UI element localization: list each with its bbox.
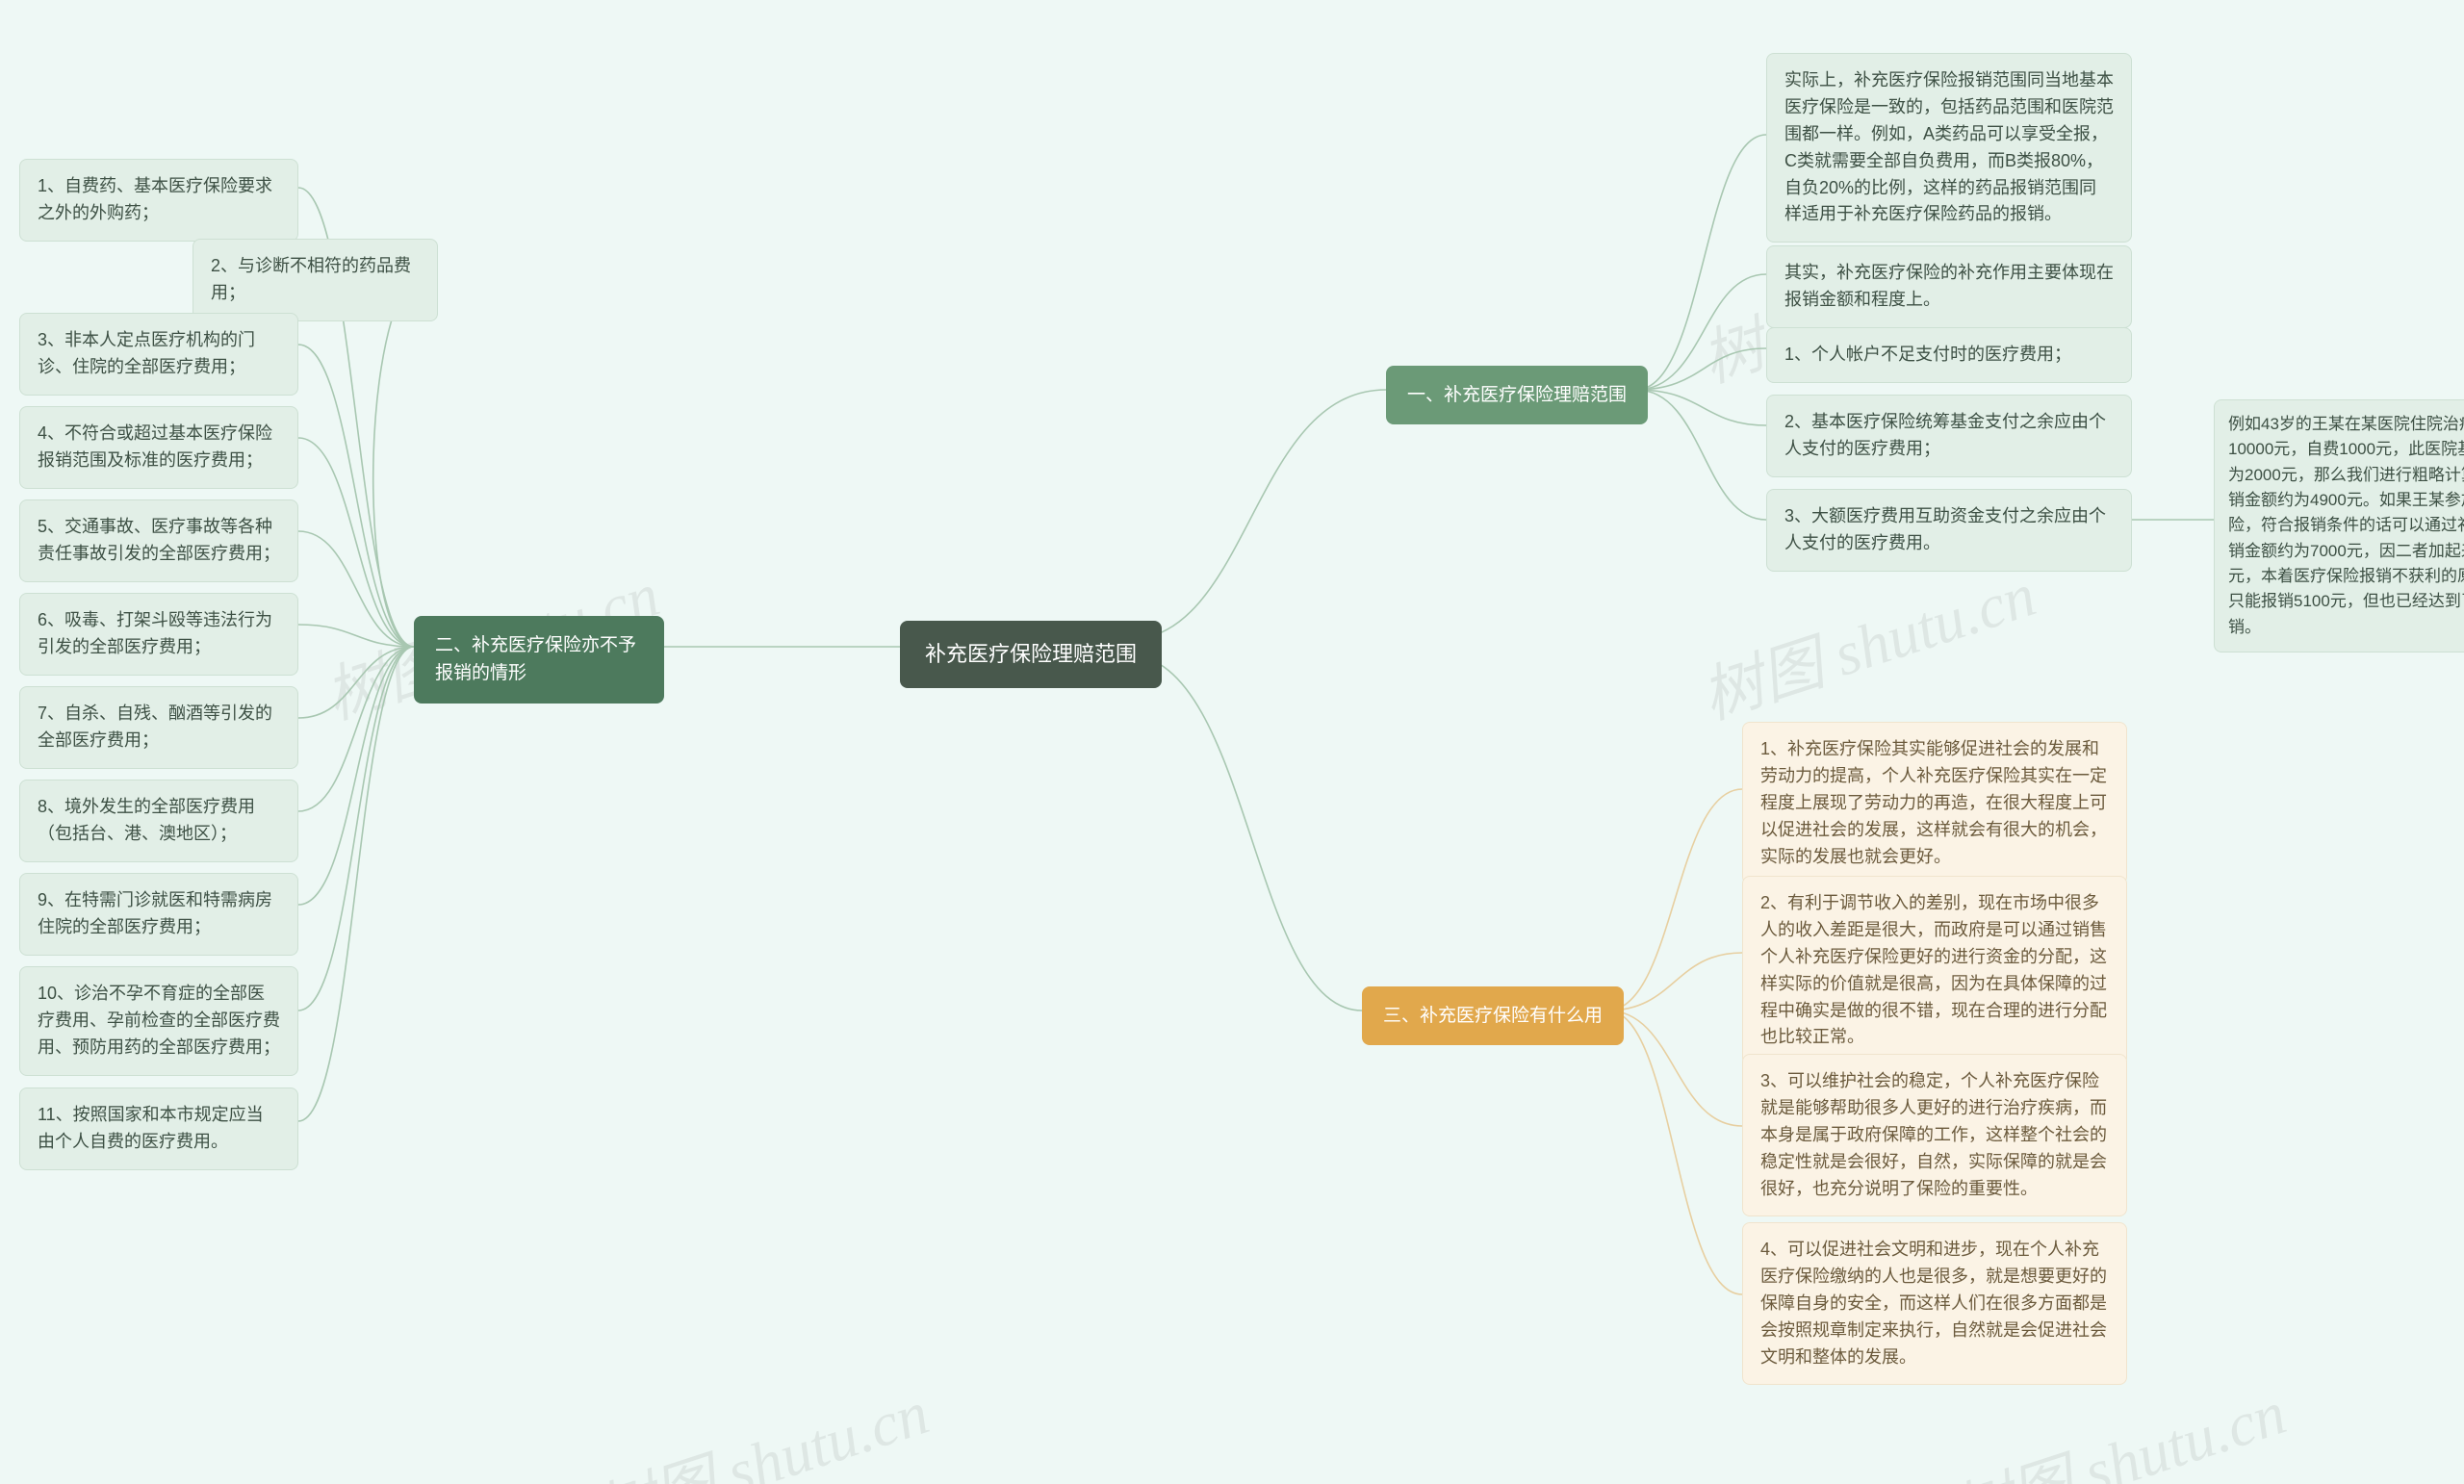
branch-exclusions[interactable]: 二、补充医疗保险亦不予报销的情形 [414, 616, 664, 704]
branch-scope[interactable]: 一、补充医疗保险理赔范围 [1386, 366, 1648, 424]
leaf-excl-6: 6、吸毒、打架斗殴等违法行为引发的全部医疗费用； [19, 593, 298, 676]
leaf-excl-4: 4、不符合或超过基本医疗保险报销范围及标准的医疗费用； [19, 406, 298, 489]
leaf-use-1: 1、补充医疗保险其实能够促进社会的发展和劳动力的提高，个人补充医疗保险其实在一定… [1742, 722, 2127, 884]
root-node[interactable]: 补充医疗保险理赔范围 [900, 621, 1162, 688]
leaf-excl-8: 8、境外发生的全部医疗费用（包括台、港、澳地区）； [19, 780, 298, 862]
leaf-use-3: 3、可以维护社会的稳定，个人补充医疗保险就是能够帮助很多人更好的进行治疗疾病，而… [1742, 1054, 2127, 1216]
leaf-scope-3: 1、个人帐户不足支付时的医疗费用； [1766, 327, 2132, 383]
leaf-scope-2: 其实，补充医疗保险的补充作用主要体现在报销金额和程度上。 [1766, 245, 2132, 328]
leaf-scope-5: 3、大额医疗费用互助资金支付之余应由个人支付的医疗费用。 [1766, 489, 2132, 572]
leaf-excl-10: 10、诊治不孕不育症的全部医疗费用、孕前检查的全部医疗费用、预防用药的全部医疗费… [19, 966, 298, 1076]
watermark: 树图 shutu.cn [1689, 546, 2045, 736]
leaf-excl-7: 7、自杀、自残、酗酒等引发的全部医疗费用； [19, 686, 298, 769]
leaf-scope-1: 实际上，补充医疗保险报销范围同当地基本医疗保险是一致的，包括药品范围和医院范围都… [1766, 53, 2132, 243]
leaf-excl-9: 9、在特需门诊就医和特需病房住院的全部医疗费用； [19, 873, 298, 956]
leaf-scope-4: 2、基本医疗保险统筹基金支付之余应由个人支付的医疗费用； [1766, 395, 2132, 477]
leaf-scope-detail: 例如43岁的王某在某医院住院治疗，共花费10000元，自费1000元，此医院基本… [2214, 399, 2464, 652]
leaf-excl-1: 1、自费药、基本医疗保险要求之外的外购药； [19, 159, 298, 242]
leaf-excl-5: 5、交通事故、医疗事故等各种责任事故引发的全部医疗费用； [19, 499, 298, 582]
branch-usefulness[interactable]: 三、补充医疗保险有什么用 [1362, 986, 1624, 1045]
leaf-use-4: 4、可以促进社会文明和进步，现在个人补充医疗保险缴纳的人也是很多，就是想要更好的… [1742, 1222, 2127, 1385]
watermark: 树图 shutu.cn [582, 1364, 938, 1484]
leaf-excl-3: 3、非本人定点医疗机构的门诊、住院的全部医疗费用； [19, 313, 298, 396]
leaf-excl-11: 11、按照国家和本市规定应当由个人自费的医疗费用。 [19, 1087, 298, 1170]
leaf-excl-2: 2、与诊断不相符的药品费用； [192, 239, 438, 321]
leaf-use-2: 2、有利于调节收入的差别，现在市场中很多人的收入差距是很大，而政府是可以通过销售… [1742, 876, 2127, 1065]
